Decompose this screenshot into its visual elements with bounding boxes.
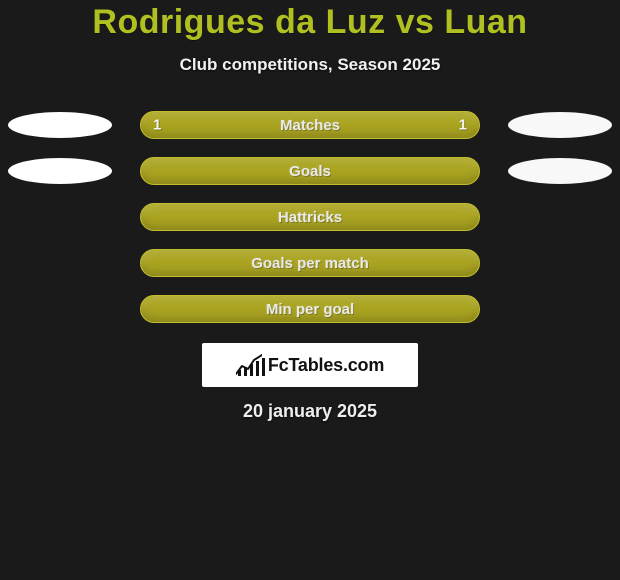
brand-fc: Fc bbox=[268, 355, 289, 375]
stat-bar-goals: Goals bbox=[140, 157, 480, 185]
empty-cell bbox=[8, 250, 112, 276]
stat-value-left: 1 bbox=[153, 117, 161, 134]
stat-row: Hattricks bbox=[0, 203, 620, 231]
page-title: Rodrigues da Luz vs Luan bbox=[0, 4, 620, 41]
stat-rows: 1 Matches 1 Goals Hattricks bbox=[0, 111, 620, 323]
stat-bar-goals-per-match: Goals per match bbox=[140, 249, 480, 277]
stat-label: Goals bbox=[289, 163, 331, 180]
stat-label: Matches bbox=[280, 117, 340, 134]
stat-bar-min-per-goal: Min per goal bbox=[140, 295, 480, 323]
stat-row: Min per goal bbox=[0, 295, 620, 323]
date-text: 20 january 2025 bbox=[0, 401, 620, 422]
stat-label: Hattricks bbox=[278, 209, 342, 226]
stat-bar-hattricks: Hattricks bbox=[140, 203, 480, 231]
chart-icon bbox=[236, 354, 262, 376]
empty-cell bbox=[508, 204, 612, 230]
brand-text: FcTables.com bbox=[268, 355, 384, 376]
stat-bar-matches: 1 Matches 1 bbox=[140, 111, 480, 139]
brand-rest: Tables.com bbox=[288, 355, 384, 375]
stat-row: Goals bbox=[0, 157, 620, 185]
empty-cell bbox=[508, 296, 612, 322]
player-marker-left bbox=[8, 112, 112, 138]
stat-row: 1 Matches 1 bbox=[0, 111, 620, 139]
player-marker-right bbox=[508, 112, 612, 138]
empty-cell bbox=[8, 204, 112, 230]
stat-label: Min per goal bbox=[266, 301, 354, 318]
brand-badge: FcTables.com bbox=[202, 343, 418, 387]
bar-chart-icon bbox=[238, 358, 265, 376]
comparison-infographic: Rodrigues da Luz vs Luan Club competitio… bbox=[0, 0, 620, 580]
stat-label: Goals per match bbox=[251, 255, 369, 272]
player-marker-right bbox=[508, 158, 612, 184]
stat-value-right: 1 bbox=[459, 117, 467, 134]
page-subtitle: Club competitions, Season 2025 bbox=[0, 55, 620, 75]
stat-row: Goals per match bbox=[0, 249, 620, 277]
empty-cell bbox=[508, 250, 612, 276]
empty-cell bbox=[8, 296, 112, 322]
player-marker-left bbox=[8, 158, 112, 184]
